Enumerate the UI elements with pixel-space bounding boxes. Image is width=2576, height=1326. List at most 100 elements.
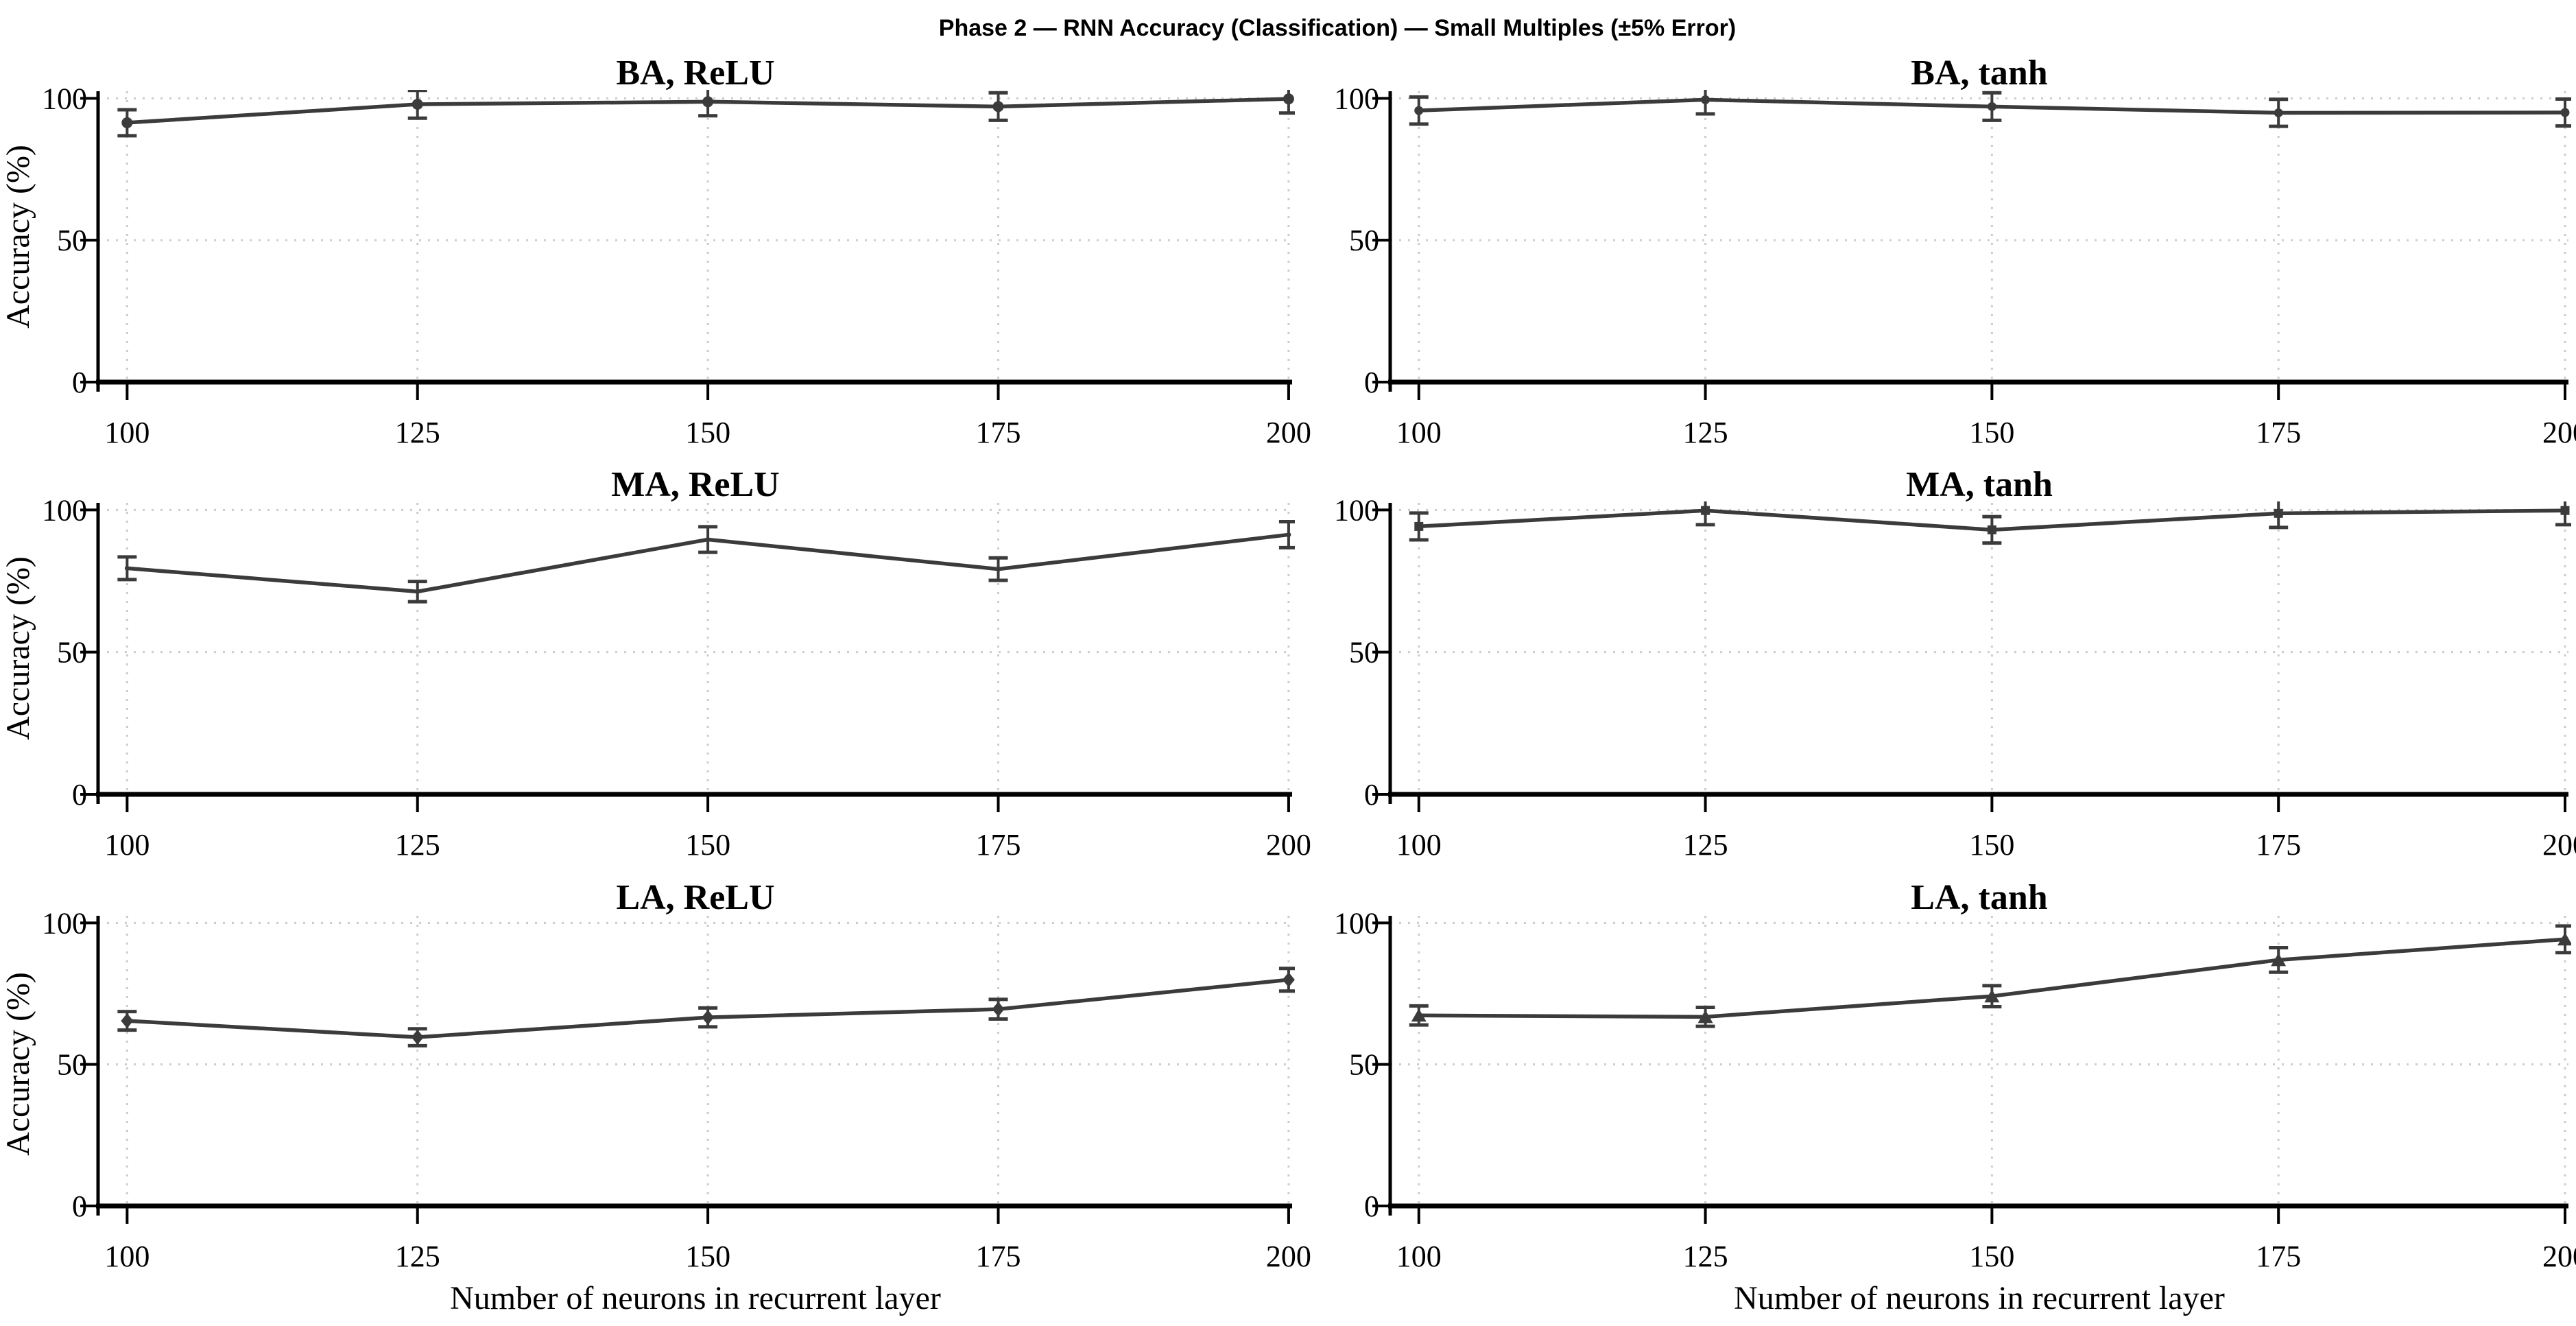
subplot-title-ba-relu: BA, ReLU: [616, 54, 774, 93]
x-tick-label: 100: [1396, 416, 1442, 449]
x-tick-label: 125: [395, 828, 440, 862]
subplot-title-ma-tanh: MA, tanh: [1906, 465, 2053, 504]
subplot-title-la-relu: LA, ReLU: [616, 878, 774, 917]
subplot-title-ba-tanh: BA, tanh: [1911, 54, 2047, 93]
marker-circle: [1701, 95, 1710, 104]
x-tick-label: 200: [2542, 416, 2576, 449]
subplot-title-ma-relu: MA, ReLU: [611, 465, 780, 504]
x-tick-label: 150: [685, 416, 730, 449]
y-tick-label: 0: [1364, 778, 1379, 812]
marker-triangle: [1984, 989, 2000, 1003]
x-tick-label: 125: [1683, 1240, 1728, 1273]
y-tick-label: 50: [57, 636, 87, 670]
marker-dot: [415, 589, 420, 594]
x-tick-label: 200: [1266, 1240, 1311, 1273]
y-tick-label: 100: [1334, 906, 1379, 940]
x-tick-label: 150: [1969, 416, 2014, 449]
y-tick-label: 100: [1334, 493, 1379, 527]
y-tick-label: 50: [57, 224, 87, 257]
x-tick-label: 175: [976, 1240, 1021, 1273]
data-layer: [117, 90, 1295, 138]
subplot-ba-tanh: 100 125 150 175 200 0 50 100: [1334, 82, 2576, 449]
x-tick-label: 100: [104, 416, 150, 449]
y-axis-label: Accuracy (%): [0, 145, 36, 329]
marker-square: [1987, 525, 1996, 534]
data-layer: [1409, 501, 2571, 545]
marker-circle: [2560, 108, 2570, 117]
marker-diamond: [121, 1013, 134, 1029]
y-axis-label: Accuracy (%): [0, 972, 36, 1156]
data-layer: [1409, 924, 2571, 1028]
x-tick-label: 150: [1969, 1240, 2014, 1273]
marker-triangle: [2557, 932, 2571, 946]
subplot-title-la-tanh: LA, tanh: [1911, 878, 2047, 917]
marker-square: [1701, 506, 1710, 515]
y-tick-label: 0: [72, 366, 87, 399]
marker-dot: [124, 565, 130, 571]
marker-triangle: [2271, 953, 2287, 967]
y-tick-label: 0: [72, 1189, 87, 1223]
subplot-ma-tanh: 100 125 150 175 200 0 50 100: [1334, 493, 2576, 862]
x-tick-label: 175: [2256, 1240, 2301, 1273]
figure-title: Phase 2 — RNN Accuracy (Classification) …: [939, 15, 1736, 41]
marker-circle: [992, 101, 1004, 113]
marker-diamond: [1282, 972, 1295, 988]
x-tick-label: 175: [976, 828, 1021, 862]
marker-dot: [996, 567, 1001, 572]
x-tick-label: 200: [1266, 828, 1311, 862]
marker-circle: [1283, 93, 1294, 105]
y-tick-label: 50: [1349, 1048, 1379, 1082]
subplot-ba-relu: 100 125 150 175 200 0 50 100: [42, 82, 1311, 449]
x-tick-label: 200: [1266, 416, 1311, 449]
marker-square: [2274, 508, 2283, 518]
x-tick-label: 125: [395, 416, 440, 449]
marker-dot: [705, 536, 711, 542]
x-tick-label: 175: [2256, 416, 2301, 449]
subplot-la-relu: 100 125 150 175 200 0 50 100: [42, 906, 1311, 1273]
marker-circle: [702, 96, 714, 108]
data-layer: [1409, 90, 2571, 128]
x-axis-label: Number of neurons in recurrent layer: [450, 1280, 941, 1316]
subplot-ma-relu: 100 125 150 175 200 0 50 100: [42, 493, 1311, 862]
x-tick-label: 100: [104, 1240, 150, 1273]
y-tick-label: 100: [42, 906, 87, 940]
y-tick-label: 50: [57, 1048, 87, 1082]
plots-layer: 1001251501752000501001001251501752000501…: [42, 82, 2576, 1273]
marker-circle: [121, 117, 133, 128]
x-axis-label: Number of neurons in recurrent layer: [1734, 1280, 2225, 1316]
x-tick-label: 150: [685, 828, 730, 862]
marker-circle: [412, 99, 423, 110]
x-tick-label: 125: [395, 1240, 440, 1273]
x-tick-label: 100: [1396, 828, 1442, 862]
marker-circle: [2274, 108, 2283, 117]
x-tick-label: 200: [2542, 1240, 2576, 1273]
x-tick-label: 150: [1969, 828, 2014, 862]
marker-triangle: [1697, 1010, 1713, 1023]
y-tick-label: 50: [1349, 224, 1379, 257]
marker-triangle: [1411, 1008, 1427, 1022]
data-layer: [117, 520, 1295, 604]
marker-diamond: [702, 1010, 715, 1026]
marker-circle: [1987, 102, 1996, 111]
x-tick-label: 200: [2542, 828, 2576, 862]
x-tick-label: 125: [1683, 828, 1728, 862]
marker-square: [2560, 506, 2570, 515]
x-tick-label: 150: [685, 1240, 730, 1273]
y-tick-label: 0: [72, 778, 87, 812]
y-tick-label: 50: [1349, 636, 1379, 670]
y-tick-label: 0: [1364, 366, 1379, 399]
x-tick-label: 175: [976, 416, 1021, 449]
x-tick-label: 125: [1683, 416, 1728, 449]
x-tick-label: 100: [104, 828, 150, 862]
y-tick-label: 0: [1364, 1189, 1379, 1223]
y-tick-label: 100: [1334, 82, 1379, 115]
marker-circle: [1414, 106, 1424, 115]
y-tick-label: 100: [42, 493, 87, 527]
y-tick-label: 100: [42, 82, 87, 115]
subplot-la-tanh: 100 125 150 175 200 0 50 100: [1334, 906, 2576, 1273]
marker-square: [1414, 521, 1424, 531]
marker-dot: [1286, 532, 1291, 537]
y-axis-label: Accuracy (%): [0, 556, 36, 740]
